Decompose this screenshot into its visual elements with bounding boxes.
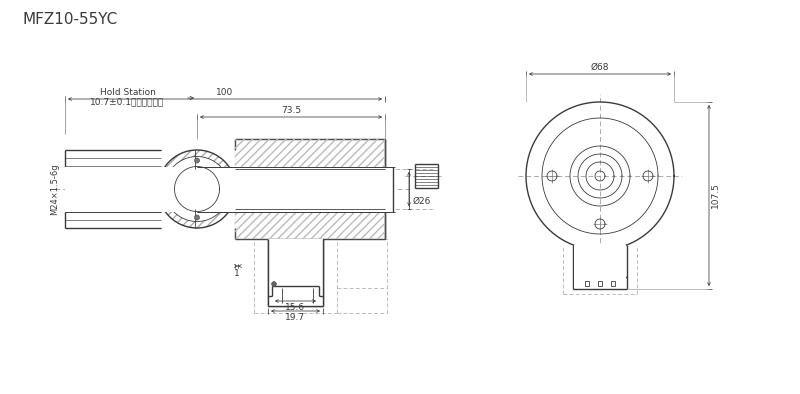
Text: 1: 1 xyxy=(234,268,239,277)
Circle shape xyxy=(158,150,236,228)
Text: 73.5: 73.5 xyxy=(281,106,301,115)
Circle shape xyxy=(194,215,199,220)
Bar xyxy=(611,281,615,286)
Bar xyxy=(585,281,589,286)
Circle shape xyxy=(194,158,199,163)
Bar xyxy=(235,139,385,169)
Circle shape xyxy=(272,282,276,286)
Text: 100: 100 xyxy=(216,87,234,97)
Text: 19.7: 19.7 xyxy=(286,314,306,323)
Text: Ø21: Ø21 xyxy=(135,175,145,193)
Bar xyxy=(65,167,395,212)
Circle shape xyxy=(174,167,219,212)
Text: Ø26: Ø26 xyxy=(413,197,431,206)
Text: Ø68: Ø68 xyxy=(590,63,610,71)
Bar xyxy=(598,281,602,286)
Text: Hold Station: Hold Station xyxy=(100,87,156,97)
Circle shape xyxy=(165,156,230,221)
Text: Ø14.5: Ø14.5 xyxy=(178,208,206,216)
Bar xyxy=(235,209,385,239)
Bar xyxy=(574,245,626,288)
Text: 10.7±0.1（吸合位置）: 10.7±0.1（吸合位置） xyxy=(90,97,164,106)
Text: MFZ10-55YC: MFZ10-55YC xyxy=(22,11,118,26)
Bar xyxy=(268,239,323,306)
Circle shape xyxy=(272,282,276,286)
Bar xyxy=(234,169,395,209)
Text: 107.5: 107.5 xyxy=(710,182,719,208)
Text: 15.6: 15.6 xyxy=(286,303,306,312)
Text: M24×1.5-6g: M24×1.5-6g xyxy=(50,163,59,215)
